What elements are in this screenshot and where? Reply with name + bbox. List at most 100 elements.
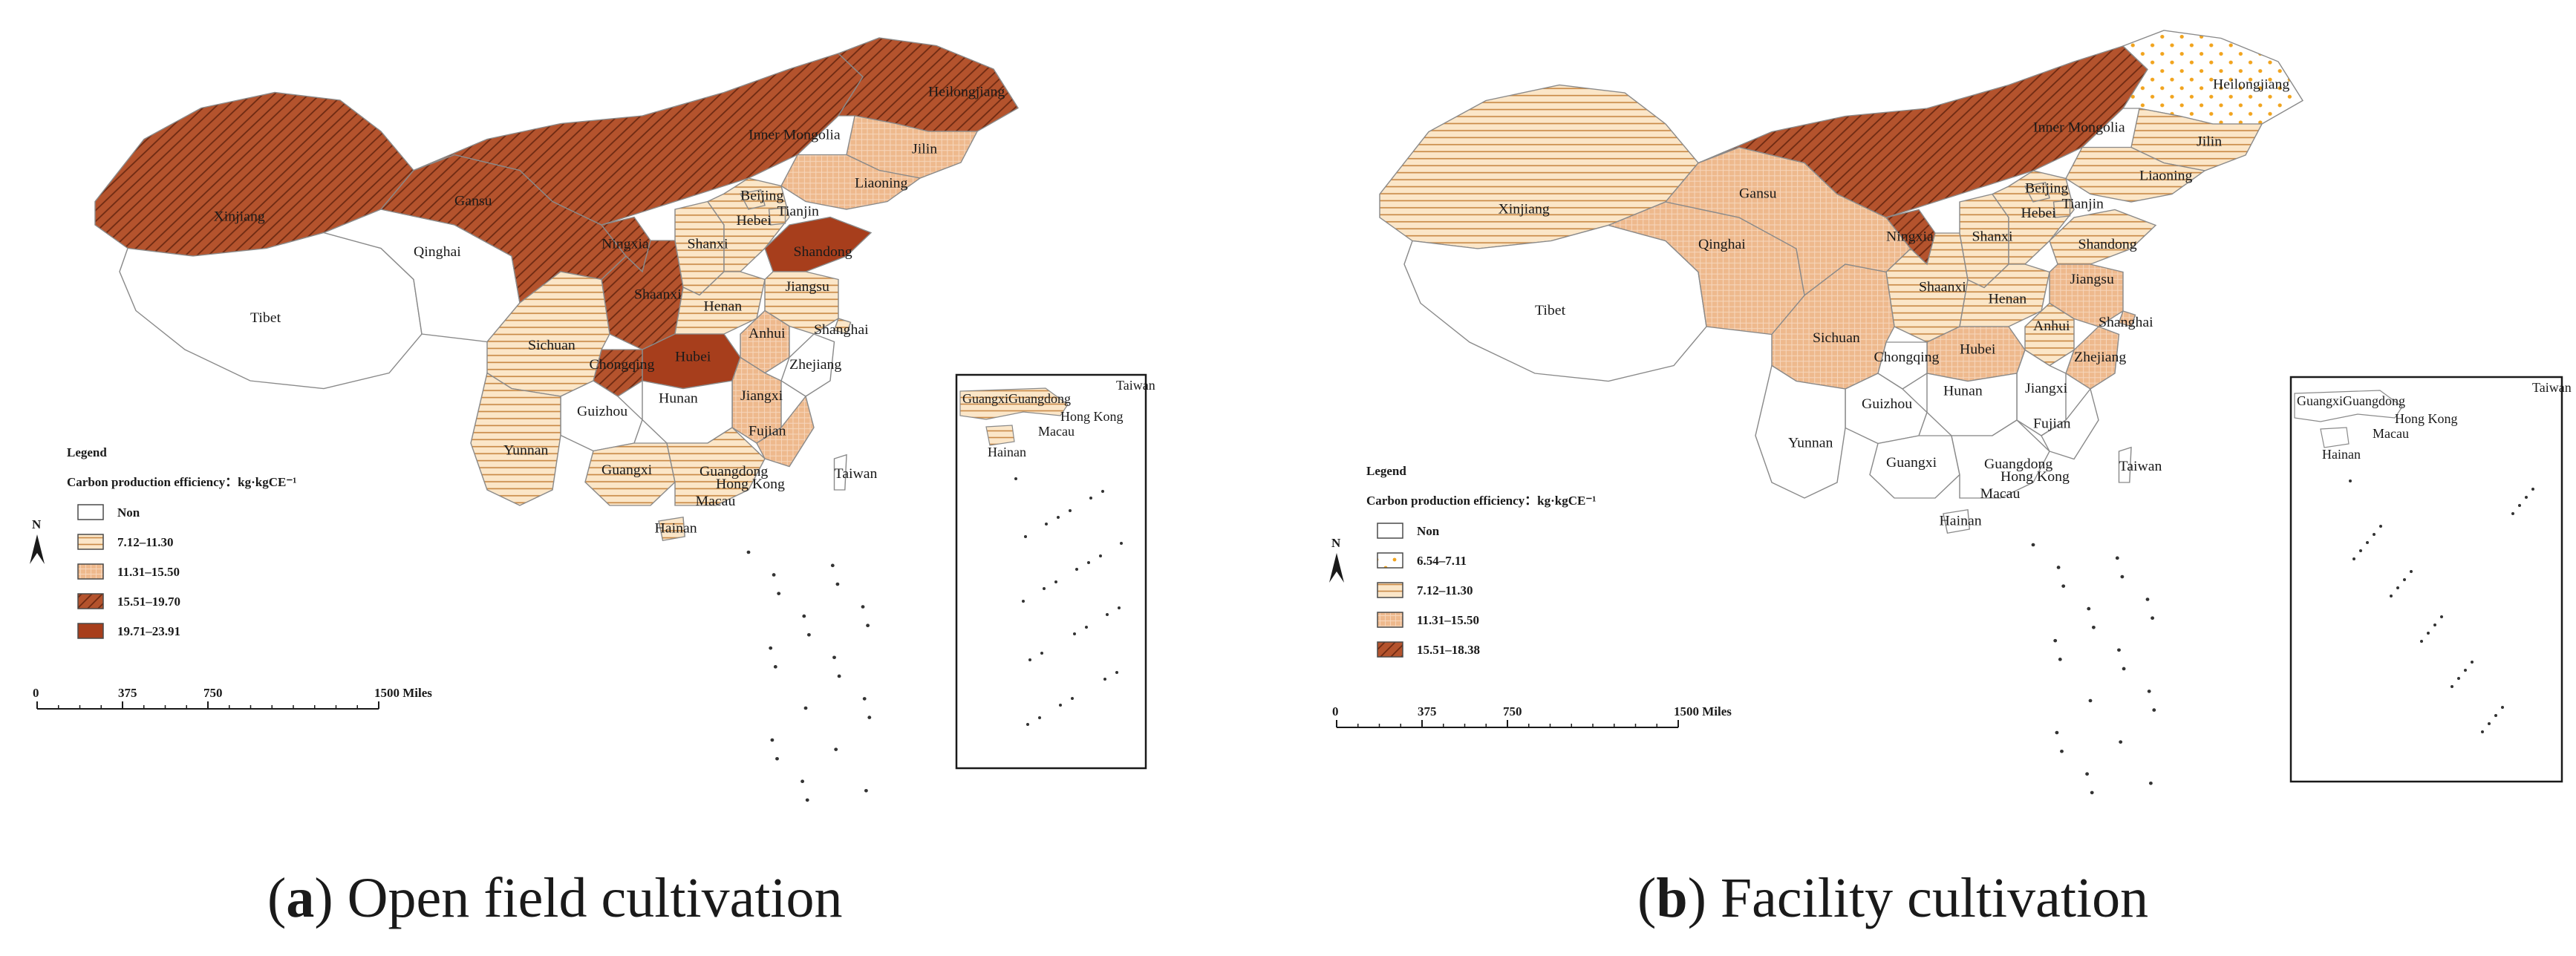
province-anhui[interactable] (740, 310, 790, 374)
inset-island (1024, 535, 1027, 538)
label-yunnan: Yunnan (1788, 436, 1833, 451)
island-mark (769, 646, 773, 650)
label-guangxi: Guangxi (1886, 455, 1937, 471)
island-mark (2148, 781, 2153, 785)
label-shaanxi: Shaanxi (1919, 280, 1966, 295)
scale-bar: 0 375 750 1500 Miles (33, 686, 432, 710)
inset-island (1118, 606, 1121, 609)
province-tianjin[interactable] (768, 207, 786, 226)
label-gansu: Gansu (1739, 186, 1777, 202)
province-yunnan[interactable] (1755, 364, 1846, 499)
label-henan: Henan (1989, 292, 2027, 307)
province-beijing[interactable] (2024, 181, 2050, 203)
label-ningxia: Ningxia (1886, 229, 1934, 245)
map-panel-a: Heilongjiang Jilin Liaoning Inner Mongolia X… (30, 37, 1155, 929)
province-hainan[interactable] (658, 516, 685, 542)
province-guizhou[interactable] (560, 380, 643, 452)
island-mark (2120, 574, 2125, 579)
label-hainan: Hainan (1940, 514, 1982, 529)
inset-coast (959, 387, 1069, 420)
north-label: N (32, 517, 42, 531)
province-hebei[interactable] (1991, 170, 2075, 265)
province-fujian[interactable] (2041, 387, 2099, 460)
inset-island (1022, 600, 1025, 603)
label-hubei: Hubei (675, 350, 711, 365)
island-mark (867, 716, 872, 719)
province-guizhou[interactable] (1845, 373, 1928, 445)
inset-island (2457, 677, 2460, 680)
label-qinghai: Qinghai (414, 244, 461, 260)
province-fujian[interactable] (756, 395, 815, 468)
island-mark (2147, 690, 2151, 693)
label-chongqing: Chongqing (590, 358, 655, 373)
inset-island (2511, 512, 2514, 515)
inset-island (2525, 496, 2528, 499)
province-jiangxi[interactable] (731, 356, 782, 444)
label-zhejiang: Zhejiang (789, 358, 842, 373)
inset-label-4: Hainan (988, 445, 1026, 459)
island-mark (2122, 667, 2126, 671)
island-mark (2119, 740, 2123, 744)
province-yunnan[interactable] (470, 372, 561, 506)
label-sichuan: Sichuan (1813, 330, 1860, 346)
province-hainan[interactable] (1943, 508, 1970, 534)
label-macau: Macau (696, 494, 736, 509)
island-mark (806, 632, 811, 637)
province-tibet[interactable] (1403, 224, 1707, 382)
inset-label-0: GuangxiGuangdong (2297, 393, 2405, 408)
inset-island (2494, 714, 2497, 717)
legend-item-0: Non (1417, 524, 1440, 538)
china-map: Heilongjiang Jilin Liaoning Inner Mongolia X… (94, 37, 1019, 802)
inset-island (1099, 554, 1102, 557)
province-guangxi[interactable] (584, 442, 676, 506)
label-jiangxi: Jiangxi (740, 389, 783, 405)
inset-island (1059, 704, 1062, 707)
inset-island (1087, 561, 1090, 564)
province-hebei[interactable] (706, 177, 790, 272)
province-inner-mongolia[interactable] (1698, 45, 2148, 218)
island-mark (777, 592, 781, 595)
province-tianjin[interactable] (2052, 200, 2071, 218)
inset-island (1069, 509, 1072, 512)
legend-swatch-0 (77, 504, 104, 520)
province-guangdong[interactable] (1951, 419, 2050, 499)
island-mark (2115, 556, 2119, 560)
island-mark (861, 605, 865, 609)
inset-frame (2289, 376, 2563, 783)
province-guangdong[interactable] (666, 427, 766, 506)
label-hunan: Hunan (659, 391, 698, 407)
province-liaoning[interactable] (780, 154, 922, 210)
province-tibet[interactable] (119, 232, 423, 390)
island-mark (2090, 790, 2094, 795)
province-beijing[interactable] (739, 189, 766, 210)
island-mark (2117, 648, 2121, 652)
province-taiwan[interactable] (2118, 446, 2132, 483)
legend-swatch-3 (77, 593, 104, 609)
legend-swatch-0 (1377, 523, 1403, 539)
province-anhui[interactable] (2024, 302, 2075, 367)
province-shanghai[interactable] (2118, 310, 2136, 327)
label-hebei: Hebei (737, 213, 772, 229)
inset-island (2488, 722, 2491, 725)
province-liaoning[interactable] (2065, 146, 2206, 203)
province-taiwan[interactable] (833, 454, 847, 491)
label-hunan: Hunan (1943, 384, 1983, 399)
province-hunan[interactable] (1926, 373, 2018, 436)
legend-title: Legend (1366, 464, 1406, 478)
label-tianjin: Tianjin (2062, 197, 2104, 212)
province-guangxi[interactable] (1869, 435, 1960, 499)
label-gansu: Gansu (454, 194, 492, 209)
legend-item-4: 15.51–18.38 (1417, 643, 1480, 657)
province-inner-mongolia[interactable] (413, 53, 864, 226)
map-panel-b: Heilongjiang Jilin Liaoning Inner Mongolia X… (1329, 30, 2572, 929)
label-beijing: Beijing (740, 189, 784, 204)
province-hunan[interactable] (642, 380, 733, 444)
island-mark (800, 779, 805, 784)
province-shanghai[interactable] (833, 318, 852, 335)
inset-island (1054, 580, 1057, 583)
label-xinjiang: Xinjiang (1499, 202, 1551, 217)
inset-island (2396, 586, 2399, 589)
inset-island (1120, 542, 1123, 545)
province-jiangxi[interactable] (2016, 349, 2067, 436)
legend-subtitle: Carbon production efficiency：kg·kgCE⁻¹ (67, 475, 296, 489)
